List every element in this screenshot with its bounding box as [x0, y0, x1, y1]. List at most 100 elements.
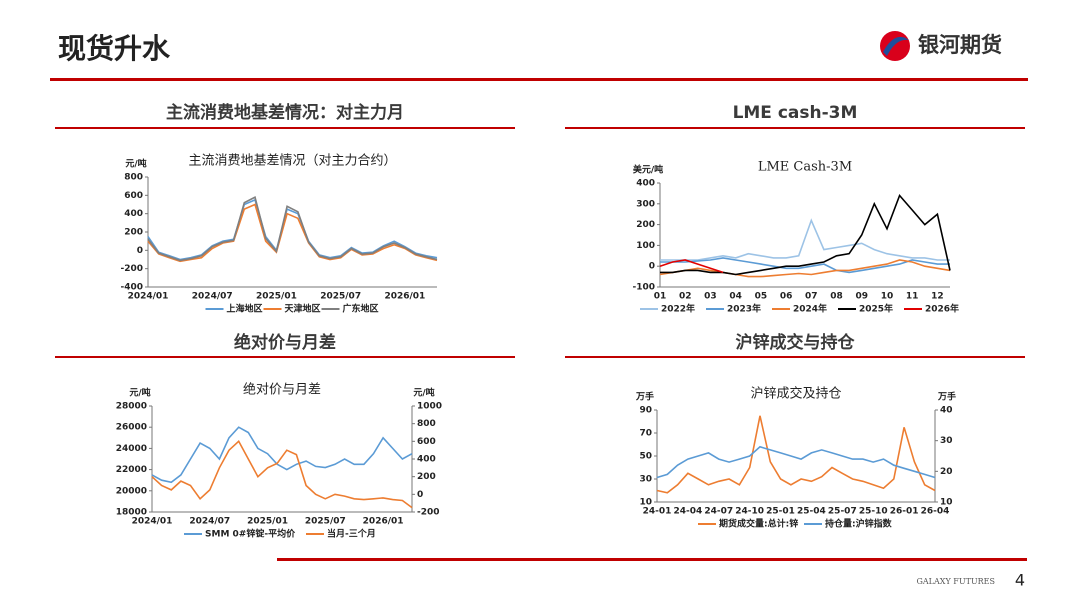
y-tick-label: -100 — [632, 283, 655, 293]
x-tick-label: 2025/01 — [256, 292, 297, 302]
x-tick-label: 2026/01 — [384, 292, 425, 302]
legend-label: 2024年 — [793, 303, 827, 315]
chart-title: 绝对价与月差 — [243, 382, 321, 398]
y-tick-label: 20000 — [116, 486, 147, 496]
x-tick-label: 2024/01 — [132, 517, 173, 527]
y2-tick-label: 800 — [417, 419, 436, 429]
panel-rule — [565, 127, 1025, 129]
x-tick-label: 2024/01 — [128, 292, 169, 302]
y-tick-label: 200 — [636, 220, 655, 230]
footer-rule — [277, 558, 1027, 561]
y-tick-label: 0 — [649, 262, 655, 272]
legend-label: SMM 0#锌锭-平均价 — [205, 528, 296, 540]
y2-tick-label: 200 — [417, 472, 436, 482]
panel-rule — [565, 356, 1025, 358]
y2-tick-label: 40 — [940, 406, 953, 416]
series-line — [660, 193, 951, 276]
x-tick-label: 2025/07 — [320, 292, 361, 302]
y-tick-label: 26000 — [116, 423, 147, 433]
legend-label: 期货成交量:总计:锌 — [719, 518, 798, 530]
y-tick-label: 600 — [124, 191, 143, 201]
y2-axis-label: 元/吨 — [413, 387, 434, 399]
x-tick-label: 26-01 — [890, 507, 919, 517]
y-axis-label: 元/吨 — [125, 158, 146, 170]
y-tick-label: 50 — [639, 452, 652, 462]
header-rule — [50, 78, 1028, 81]
series-line — [656, 445, 936, 479]
logo-text: 银河期货 — [918, 33, 1002, 57]
x-tick-label: 08 — [830, 292, 843, 302]
x-tick-label: 2025/07 — [305, 517, 346, 527]
y2-axis-label: 万手 — [937, 391, 956, 403]
panel-title: 主流消费地基差情况：对主力月 — [166, 102, 404, 123]
x-tick-label: 24-04 — [673, 507, 702, 517]
series-line — [151, 426, 413, 484]
y2-tick-label: 20 — [940, 467, 953, 477]
y-tick-label: 400 — [636, 179, 655, 189]
series-line — [147, 196, 438, 262]
y2-tick-label: 1000 — [417, 402, 442, 412]
y-tick-label: 90 — [639, 406, 652, 416]
chart-title: 主流消费地基差情况（对主力合约） — [188, 154, 396, 169]
panel-title: LME cash-3M — [733, 103, 858, 123]
series-line — [147, 198, 438, 261]
legend-label: 2023年 — [727, 303, 761, 315]
logo-swoosh — [883, 36, 909, 56]
x-tick-label: 2024/07 — [189, 517, 230, 527]
y-axis-label: 万手 — [635, 391, 654, 403]
logo-icon — [880, 31, 910, 61]
x-tick-label: 07 — [805, 292, 818, 302]
y2-tick-label: 10 — [940, 498, 953, 508]
x-tick-label: 2025/01 — [247, 517, 288, 527]
series-line — [659, 259, 724, 274]
y-tick-label: 70 — [639, 429, 652, 439]
legend-label: 持仓量:沪锌指数 — [825, 518, 893, 530]
y-tick-label: 18000 — [116, 508, 147, 518]
x-tick-label: 02 — [679, 292, 692, 302]
y-tick-label: -200 — [120, 264, 143, 274]
x-tick-label: 25-10 — [859, 507, 888, 517]
y-tick-label: 24000 — [116, 444, 147, 454]
y2-tick-label: 0 — [417, 490, 423, 500]
y-tick-label: 28000 — [116, 402, 147, 412]
y-tick-label: 300 — [636, 199, 655, 209]
x-tick-label: 24-01 — [643, 507, 672, 517]
y-tick-label: -400 — [120, 283, 143, 293]
logo: 银河期货 — [880, 31, 1002, 61]
panel-title: 沪锌成交与持仓 — [736, 332, 856, 353]
series-line — [151, 440, 413, 509]
series-line — [660, 257, 950, 274]
x-tick-label: 04 — [729, 292, 742, 302]
series-line — [656, 415, 936, 494]
x-tick-label: 01 — [654, 292, 667, 302]
x-tick-label: 25-07 — [828, 507, 857, 517]
series-line — [660, 218, 950, 261]
x-tick-label: 24-07 — [704, 507, 733, 517]
x-tick-label: 25-04 — [797, 507, 826, 517]
legend-label: 2022年 — [661, 303, 695, 315]
panel-rule — [55, 127, 515, 129]
slide-title: 现货升水 — [58, 32, 171, 65]
x-tick-label: 10 — [881, 292, 894, 302]
series-line — [659, 259, 951, 278]
y-tick-label: 22000 — [116, 465, 147, 475]
x-tick-label: 25-01 — [766, 507, 795, 517]
x-tick-label: 11 — [906, 292, 919, 302]
x-tick-label: 06 — [780, 292, 793, 302]
y2-tick-label: 400 — [417, 455, 436, 465]
legend-label: 广东地区 — [343, 303, 379, 315]
x-tick-label: 12 — [931, 292, 944, 302]
legend-label: 天津地区 — [285, 303, 321, 315]
legend-label: 2026年 — [925, 303, 959, 315]
y-axis-label: 美元/吨 — [633, 164, 663, 176]
legend-label: 2025年 — [859, 303, 893, 315]
y-tick-label: 100 — [636, 241, 655, 251]
chart-title: LME Cash-3M — [758, 160, 852, 175]
y-tick-label: 30 — [639, 475, 652, 485]
legend-label: 上海地区 — [227, 303, 263, 315]
panel-rule — [55, 356, 515, 358]
x-tick-label: 05 — [755, 292, 768, 302]
panel-title: 绝对价与月差 — [234, 332, 336, 353]
legend-label: 当月-三个月 — [327, 528, 376, 540]
